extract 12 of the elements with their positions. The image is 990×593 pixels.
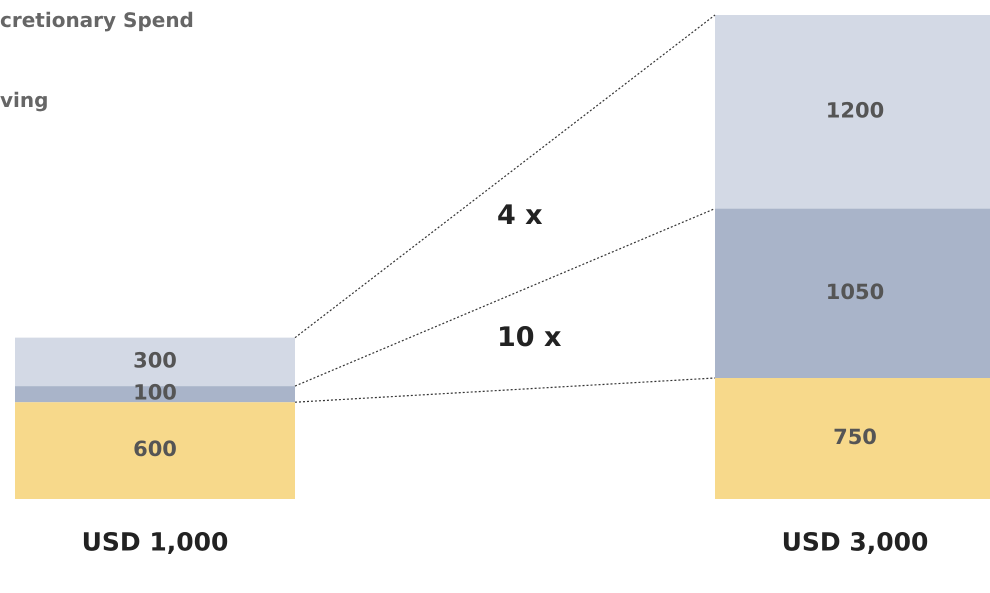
data-label: 300: [133, 348, 177, 372]
data-label: 100: [133, 380, 177, 405]
data-label: 1200: [826, 98, 884, 122]
data-label: 750: [833, 424, 877, 449]
annotation: cretionary Spend: [0, 8, 194, 32]
x-tick-label: USD 3,000: [782, 528, 928, 556]
x-tick-label: USD 1,000: [82, 528, 228, 556]
data-label: 1050: [826, 280, 884, 304]
annotation: 10 x: [497, 322, 562, 353]
annotation: ving: [0, 88, 48, 112]
data-label: 600: [133, 437, 177, 462]
annotation: 4 x: [497, 200, 543, 231]
